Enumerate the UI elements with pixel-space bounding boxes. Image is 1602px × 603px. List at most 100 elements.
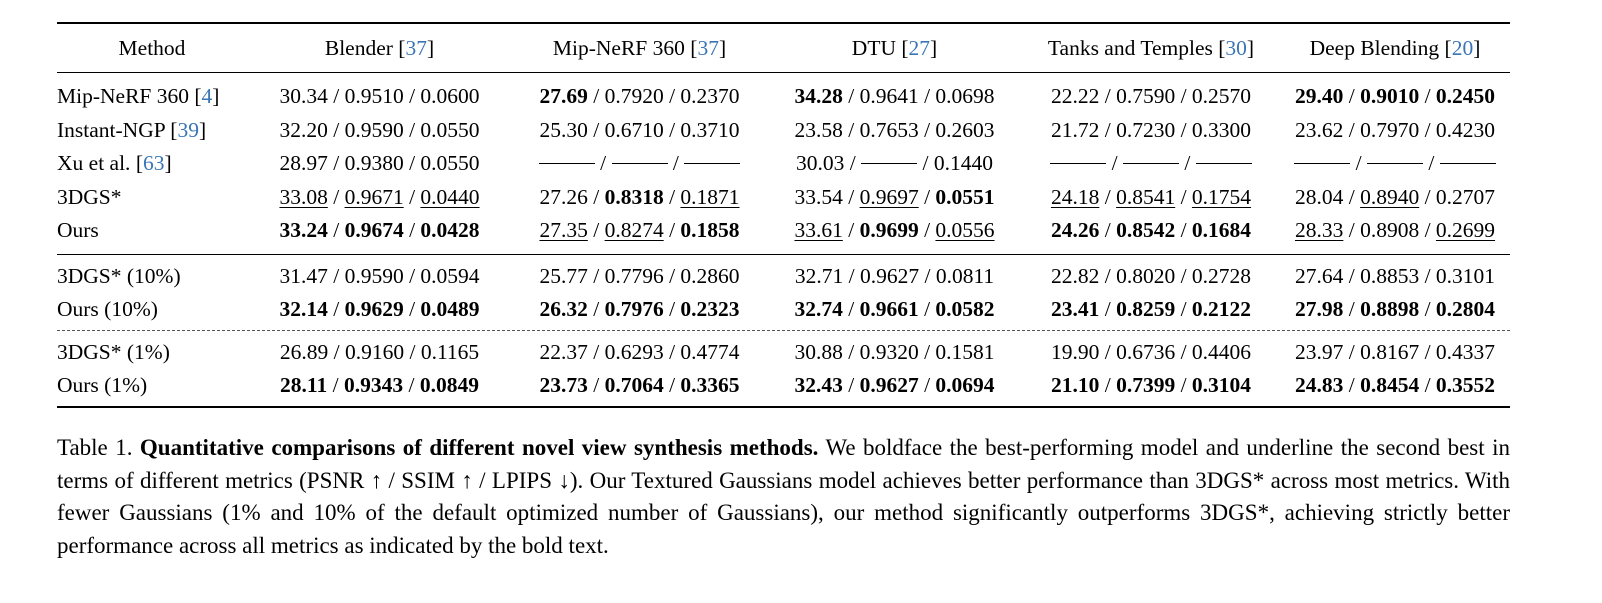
metric-cell: 23.62 / 0.7970 / 0.4230 [1294, 117, 1496, 142]
metric-value: 0.4774 [680, 339, 740, 364]
citation-link[interactable]: 4 [201, 84, 213, 109]
metric-value: 0.7920 [604, 84, 664, 109]
metric-value: 0.7230 [1116, 117, 1176, 142]
metric-value: 0.2860 [680, 263, 740, 288]
metric-value: 0.9627 [859, 263, 920, 288]
metric-value: 23.97 [1294, 339, 1344, 364]
metric-value: 32.74 [794, 297, 843, 322]
metric-cell: 31.47 / 0.9590 / 0.0594 [279, 263, 480, 288]
metric-value: 0.0440 [420, 184, 480, 209]
metric-value: 0.9661 [859, 297, 919, 322]
metric-value: 23.41 [1050, 297, 1100, 322]
citation-link[interactable]: 20 [1451, 35, 1474, 60]
metric-value: 25.77 [539, 263, 588, 288]
metric-cell: 26.32 / 0.7976 / 0.2323 [539, 297, 740, 322]
metric-value: 0.3552 [1435, 373, 1496, 398]
column-header-label: Blender [324, 35, 399, 60]
group-rule [57, 253, 1510, 255]
method-name: Ours [57, 218, 99, 243]
metric-value: 0.7796 [604, 263, 664, 288]
metric-value: 0.0811 [935, 263, 995, 288]
caption-body: We boldface the best-performing model an… [57, 435, 1510, 558]
metric-value: 0.2450 [1435, 84, 1496, 109]
metric-value: 30.03 [796, 151, 845, 176]
header-row: Method Blender [37] Mip-NeRF 360 [37] DTU [… [57, 24, 1510, 72]
metric-value: 0.9671 [344, 184, 404, 209]
metric-value: 30.34 [279, 84, 328, 109]
metric-value: 0.9590 [344, 117, 404, 142]
metric-cell: 24.83 / 0.8454 / 0.3552 [1294, 373, 1496, 398]
metric-value: 33.61 [794, 218, 843, 243]
metric-value: 0.8274 [604, 218, 664, 243]
method-name: Mip-NeRF 360 [57, 84, 195, 109]
metric-value: 0.3104 [1191, 373, 1252, 398]
metric-value: 0.8853 [1360, 263, 1420, 288]
table-row: Instant-NGP [39] 32.20 / 0.9590 / 0.0550 2… [57, 114, 1510, 148]
metric-value: 0.0556 [935, 218, 995, 243]
metric-value: 32.14 [279, 297, 328, 322]
metric-value: 27.69 [539, 84, 588, 109]
citation-link[interactable]: 27 [908, 35, 931, 60]
method-name: 3DGS* (10%) [57, 263, 181, 288]
citation-link[interactable]: 37 [405, 35, 427, 60]
table-row: 3DGS* 33.08 / 0.9671 / 0.0440 27.26 / 0.83… [57, 181, 1510, 215]
metric-value: 0.9629 [344, 297, 404, 322]
table-row: Mip-NeRF 360 [4] 30.34 / 0.9510 / 0.0600 2… [57, 80, 1510, 114]
metric-value: 0.0550 [420, 151, 480, 176]
metric-cell: 21.72 / 0.7230 / 0.3300 [1050, 117, 1252, 142]
missing-value [611, 163, 668, 165]
metric-value: 0.9160 [344, 339, 405, 364]
citation-link[interactable]: 63 [142, 151, 165, 176]
metric-value: 27.35 [539, 218, 588, 243]
missing-value [538, 163, 595, 165]
metric-value: 0.4230 [1435, 117, 1496, 142]
metric-value: 28.11 [280, 373, 328, 398]
metric-cell: 33.54 / 0.9697 / 0.0551 [794, 184, 995, 209]
metric-value: 26.32 [539, 297, 588, 322]
metric-value: 0.2728 [1191, 263, 1252, 288]
column-header-label: Mip-NeRF 360 [552, 35, 691, 60]
metric-value: 33.54 [794, 184, 843, 209]
metric-value: 0.9674 [344, 218, 404, 243]
metric-cell: 28.97 / 0.9380 / 0.0550 [279, 151, 480, 176]
metric-cell: / / [1022, 147, 1280, 181]
metric-value: 0.1440 [933, 151, 993, 176]
metric-value: 33.24 [279, 218, 328, 243]
metric-value: 0.0600 [420, 84, 480, 109]
metric-cell: 23.97 / 0.8167 / 0.4337 [1294, 339, 1496, 364]
metric-value: 0.2370 [680, 84, 740, 109]
method-cell: Ours (1%) [57, 369, 247, 403]
metric-value: 0.1858 [680, 218, 740, 243]
metric-cell: 27.35 / 0.8274 / 0.1858 [539, 218, 740, 243]
table-row: Ours (1%) 28.11 / 0.9343 / 0.0849 23.73 / … [57, 369, 1510, 403]
metric-value: 27.64 [1294, 263, 1344, 288]
citation-link[interactable]: 37 [697, 35, 719, 60]
missing-value [1123, 163, 1179, 165]
metric-cell: 29.40 / 0.9010 / 0.2450 [1294, 84, 1496, 109]
metric-value: 28.33 [1294, 218, 1344, 243]
method-name: Xu et al. [57, 151, 136, 176]
metric-value: 0.8454 [1360, 373, 1420, 398]
metric-value: 0.2804 [1435, 297, 1496, 322]
metric-value: 0.6736 [1116, 339, 1176, 364]
metric-cell: 34.28 / 0.9641 / 0.0698 [794, 84, 995, 109]
method-cell: Ours [57, 214, 247, 248]
column-header: DTU [27] [851, 35, 938, 60]
citation-link[interactable]: 39 [177, 117, 199, 142]
citation-link[interactable]: 30 [1225, 35, 1247, 60]
metric-value: 0.3101 [1435, 263, 1496, 288]
metric-cell: 24.18 / 0.8541 / 0.1754 [1050, 184, 1252, 209]
metric-value: 0.2570 [1191, 84, 1252, 109]
table-row: 3DGS* (1%) 26.89 / 0.9160 / 0.1165 22.37 /… [57, 336, 1510, 370]
metric-value: 21.10 [1050, 373, 1100, 398]
metric-value: 0.2707 [1435, 184, 1496, 209]
method-name: Ours (1%) [57, 373, 148, 398]
metric-cell: 22.37 / 0.6293 / 0.4774 [539, 339, 740, 364]
missing-value [1195, 163, 1252, 165]
metric-cell: 22.22 / 0.7590 / 0.2570 [1050, 84, 1252, 109]
table-row: Xu et al. [63] 28.97 / 0.9380 / 0.0550 / … [57, 147, 1510, 181]
metric-value: 0.7970 [1360, 117, 1420, 142]
metric-value: 24.18 [1050, 184, 1100, 209]
table-row: Ours (10%) 32.14 / 0.9629 / 0.0489 26.32 /… [57, 293, 1510, 327]
metric-value: 0.3300 [1191, 117, 1252, 142]
